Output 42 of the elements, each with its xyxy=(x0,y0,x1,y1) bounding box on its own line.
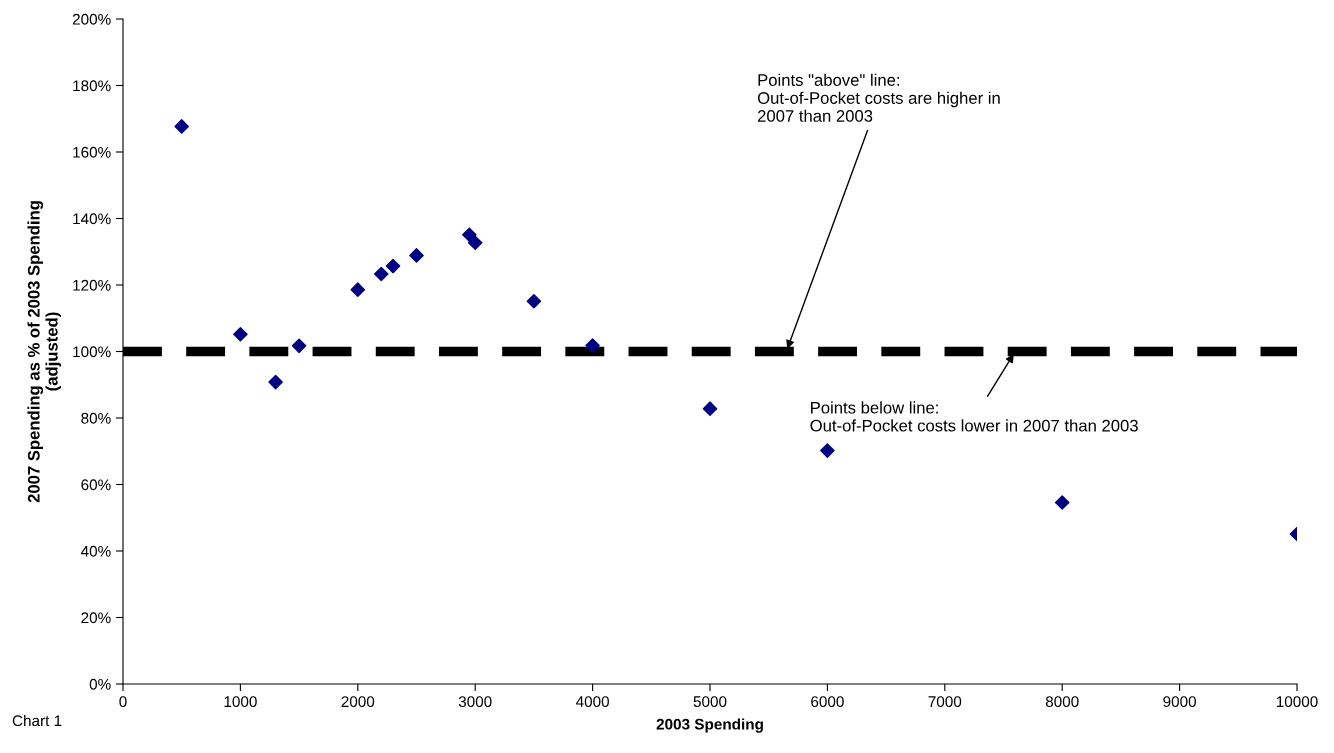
x-tick-label: 1000 xyxy=(224,696,257,708)
x-tick-label: 3000 xyxy=(458,696,492,708)
y-tick-label: 40% xyxy=(80,545,111,557)
x-tick-label: 7000 xyxy=(928,696,962,708)
x-tick-label: 0 xyxy=(119,696,127,708)
x-tick-label: 4000 xyxy=(575,696,609,708)
x-tick-label: 2000 xyxy=(341,696,375,708)
point xyxy=(585,338,600,353)
point xyxy=(409,248,424,263)
y-axis-title: 2007 Spending as % of 2003 Spending (adjusted) xyxy=(27,201,62,503)
y-tick-label: 20% xyxy=(81,612,111,624)
x-tick-label: 8000 xyxy=(1045,696,1079,708)
point xyxy=(233,326,248,342)
x-tick-label: 5000 xyxy=(693,696,727,708)
annotation: Points "above" line: Out-of-Pocket costs are higher in 2007 than 2003 xyxy=(757,73,1000,122)
y-tick-label: 160% xyxy=(73,146,111,158)
y-tick-label: 0% xyxy=(89,678,111,690)
point xyxy=(820,443,835,458)
y-tick-label: 100% xyxy=(73,346,111,358)
point xyxy=(385,258,401,274)
y-tick-label: 140% xyxy=(73,213,111,225)
point xyxy=(526,294,542,309)
y-tick-label: 120% xyxy=(73,279,111,291)
point xyxy=(1054,495,1070,510)
point xyxy=(373,266,389,282)
y-tick-label: 60% xyxy=(81,479,111,491)
point xyxy=(268,374,283,390)
x-tick-label: 9000 xyxy=(1163,696,1196,708)
point xyxy=(702,401,718,416)
x-tick-label: 10000 xyxy=(1276,696,1318,708)
caption: Chart 1 xyxy=(12,714,62,727)
point xyxy=(462,227,477,243)
point xyxy=(174,119,189,134)
y-tick-label: 80% xyxy=(81,412,111,424)
annotation: Points below line: Out-of-Pocket costs lower in 2007 than 2003 xyxy=(810,401,1138,432)
x-tick-label: 6000 xyxy=(811,696,844,708)
point xyxy=(291,338,307,354)
y-tick-label: 180% xyxy=(73,80,111,92)
x-axis-title: 2003 Spending xyxy=(656,718,763,733)
point xyxy=(350,282,366,297)
y-tick-label: 200% xyxy=(72,13,111,25)
point xyxy=(467,235,483,251)
